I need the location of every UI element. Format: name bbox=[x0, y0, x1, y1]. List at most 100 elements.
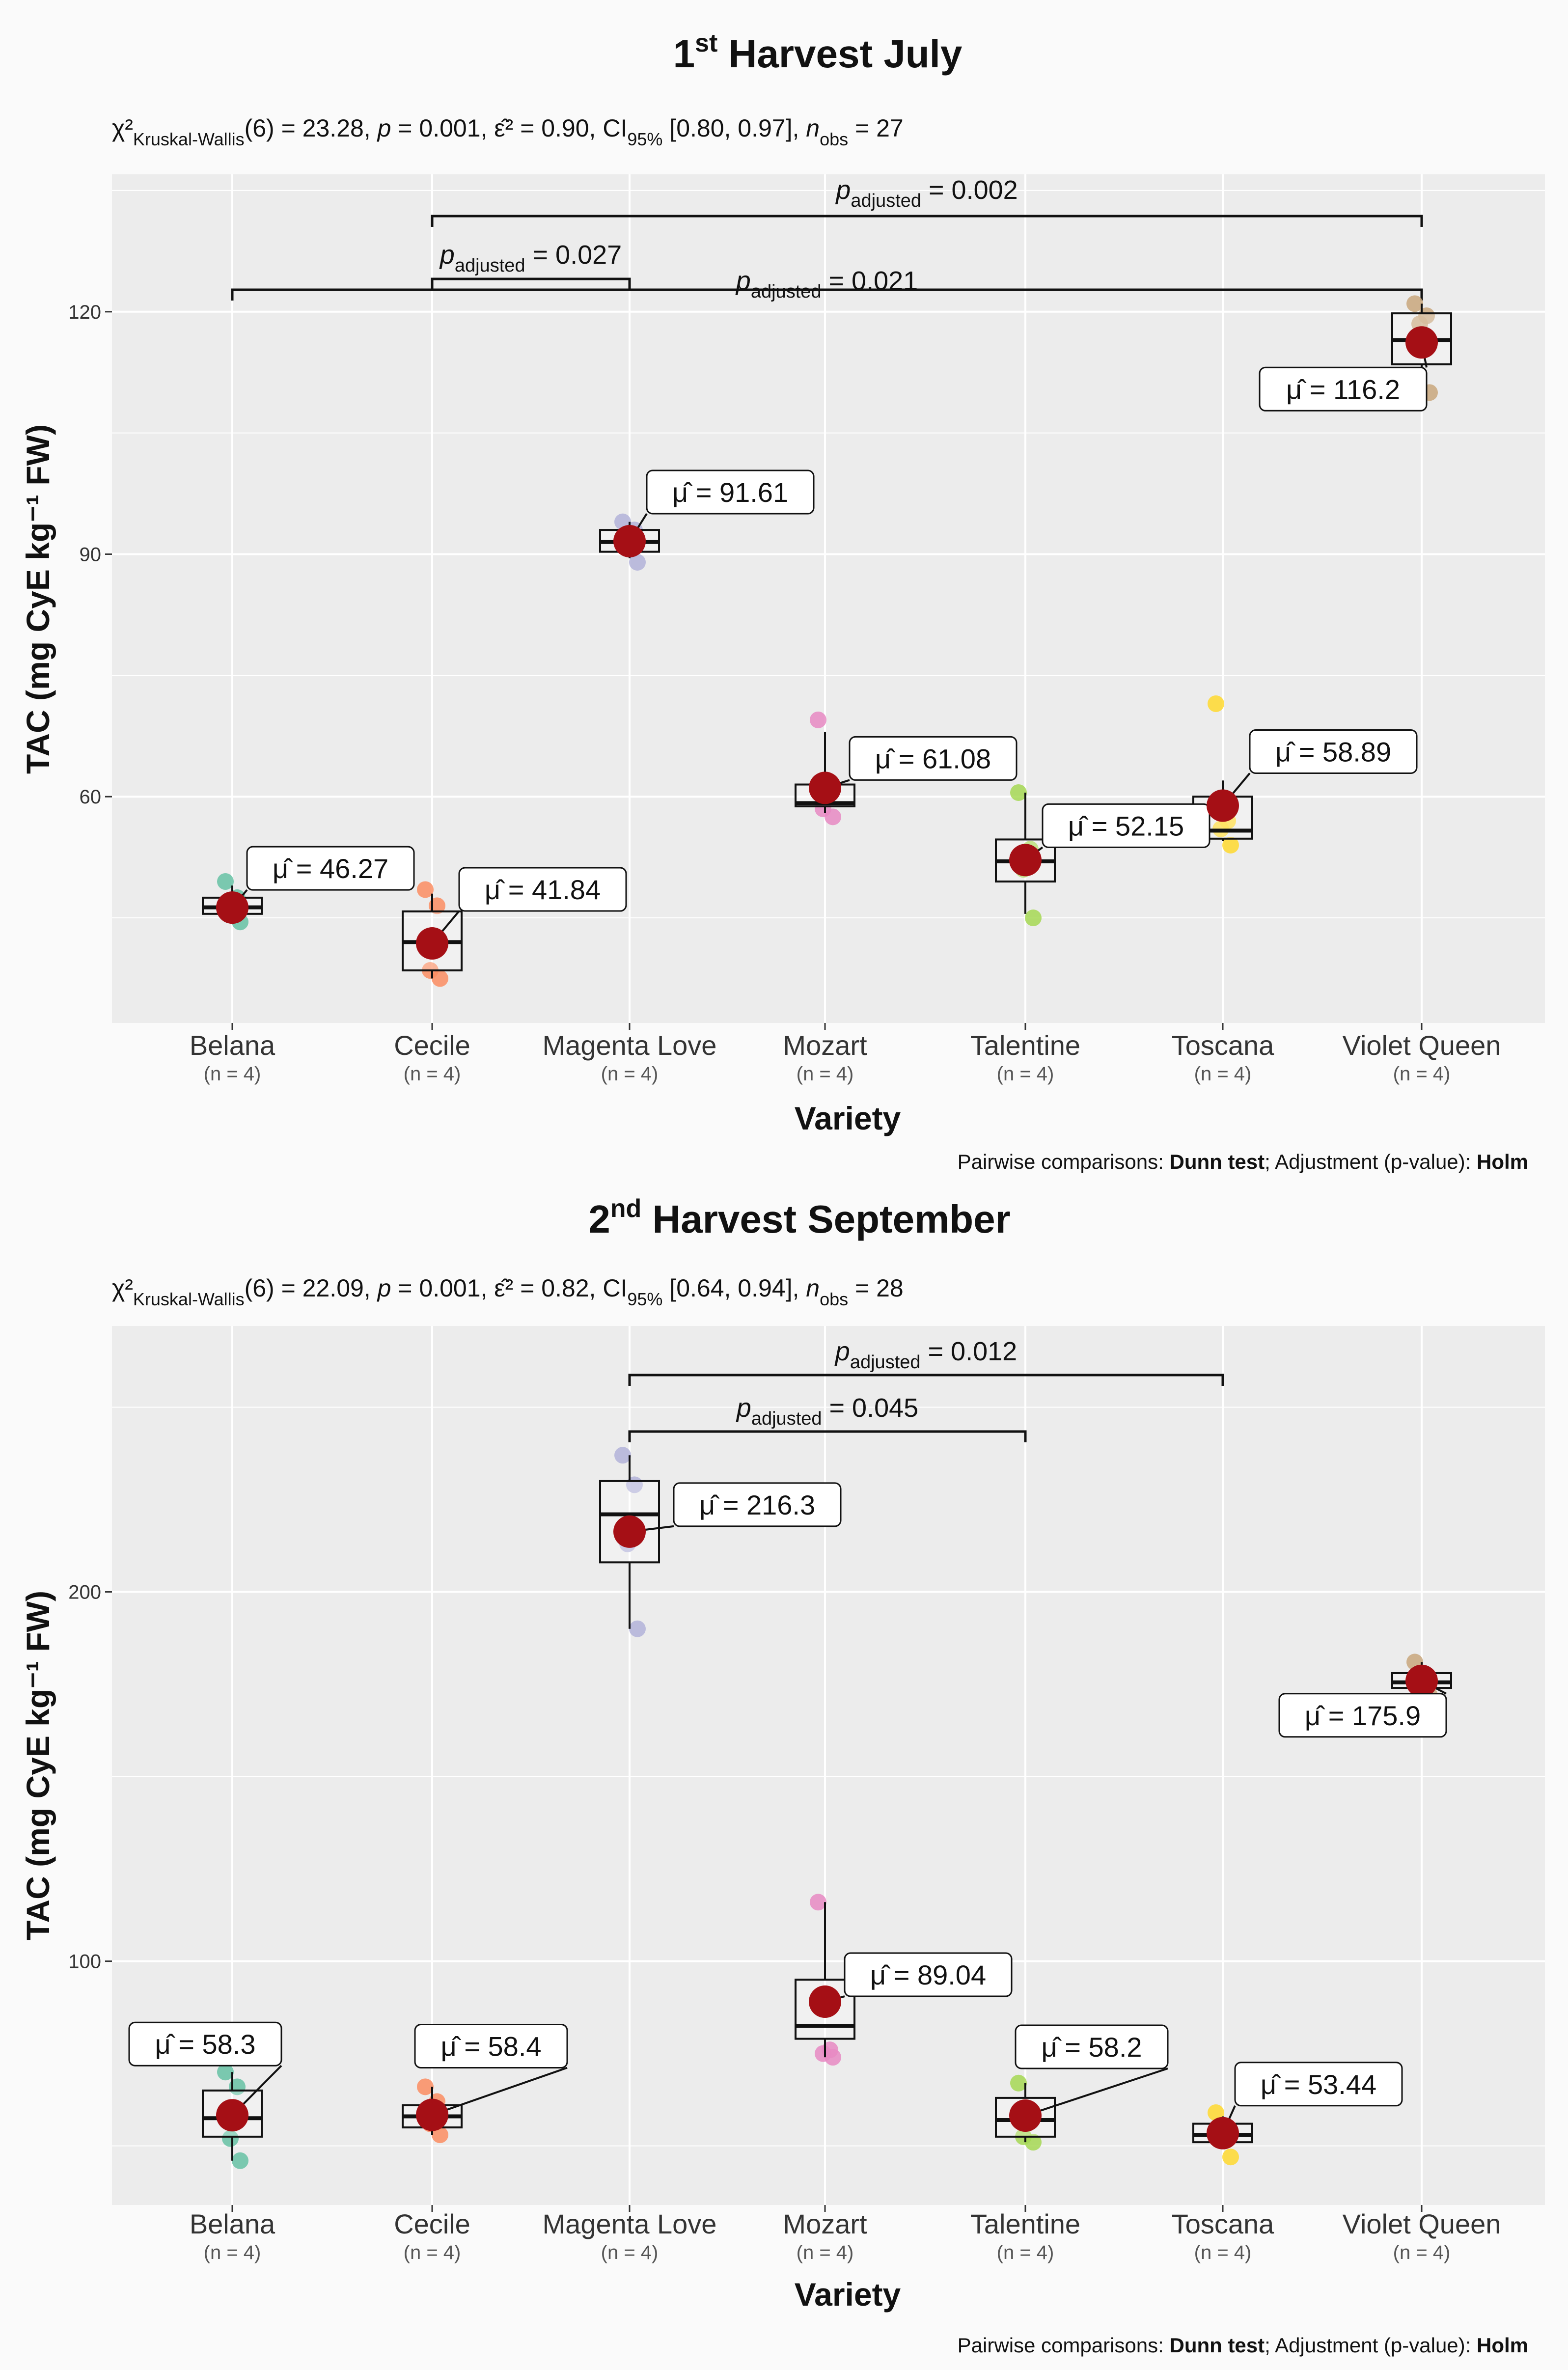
mean-label-box bbox=[1234, 2062, 1403, 2107]
y-axis-ticks: 60 90 120 bbox=[68, 302, 112, 808]
sample-size-label: (n = 4) bbox=[997, 2242, 1054, 2263]
x-tick-label: Mozart bbox=[783, 2208, 867, 2239]
mean-marker bbox=[1009, 2099, 1042, 2132]
sample-size-label: (n = 4) bbox=[797, 2242, 854, 2263]
comparison-p-value: padjusted = 0.002 bbox=[835, 175, 1018, 211]
sample-size-label: (n = 4) bbox=[404, 1063, 461, 1085]
x-tick-label: Magenta Love bbox=[543, 2208, 717, 2239]
mean-label-box bbox=[1042, 803, 1210, 848]
data-point bbox=[1010, 784, 1027, 801]
y-tick-label: 60 bbox=[80, 786, 102, 808]
pairwise-comparisons: padjusted = 0.002 padjusted = 0.027 padjus… bbox=[231, 175, 1423, 302]
mean-label-box bbox=[458, 867, 627, 912]
x-axis-categories: Belana(n = 4)Cecile(n = 4)Magenta Love(n… bbox=[190, 1023, 1501, 1085]
data-point bbox=[614, 1447, 631, 1464]
data-point bbox=[1222, 836, 1239, 854]
mean-label: μ̂ = 216.3 bbox=[699, 1489, 815, 1520]
plot-area bbox=[112, 174, 1545, 1023]
y-tick-label: 200 bbox=[68, 1582, 101, 1603]
sample-size-label: (n = 4) bbox=[1194, 2242, 1252, 2263]
sample-size-label: (n = 4) bbox=[204, 1063, 261, 1085]
data-point bbox=[825, 2049, 841, 2066]
mean-marker bbox=[809, 1985, 841, 2018]
y-axis-ticks: 100 200 bbox=[68, 1582, 112, 1973]
mean-markers: μ̂ = 58.3 μ̂ = 58.4 μ̂ = 216.3 μ̂ = 89.04 μ̂… bbox=[128, 1482, 1447, 2150]
mean-label-box bbox=[849, 736, 1018, 781]
comparison-bracket bbox=[431, 215, 1423, 227]
y-axis-label: TAC (mg CyE kg⁻¹ FW) bbox=[20, 1591, 56, 1940]
data-point bbox=[222, 2130, 239, 2147]
panel-2nd-harvest: 2nd Harvest September χ²Kruskal-Wallis(6… bbox=[20, 1194, 1545, 2357]
mean-label-box bbox=[646, 469, 815, 515]
data-point bbox=[1208, 695, 1224, 712]
mean-label: μ̂ = 116.2 bbox=[1286, 374, 1400, 405]
mean-marker bbox=[216, 891, 248, 924]
sample-size-label: (n = 4) bbox=[601, 1063, 659, 1085]
data-point bbox=[217, 2064, 234, 2081]
data-point bbox=[810, 1894, 826, 1911]
pairwise-comparisons: padjusted = 0.012 padjusted = 0.045 bbox=[628, 1337, 1224, 1442]
comparison-p-value: padjusted = 0.021 bbox=[735, 266, 918, 302]
data-point bbox=[1025, 909, 1042, 927]
comparison-p-value: padjusted = 0.012 bbox=[834, 1337, 1017, 1373]
mean-marker bbox=[613, 524, 646, 557]
comparison-p-value: padjusted = 0.045 bbox=[736, 1393, 918, 1429]
mean-label: μ̂ = 175.9 bbox=[1305, 1700, 1421, 1731]
x-tick-label: Toscana bbox=[1172, 1030, 1274, 1061]
mean-label-box bbox=[1259, 366, 1428, 412]
mean-marker bbox=[809, 772, 841, 804]
mean-marker bbox=[416, 927, 448, 960]
mean-marker bbox=[613, 1515, 646, 1548]
x-tick-label: Mozart bbox=[783, 1030, 867, 1061]
x-tick-label: Cecile bbox=[394, 2208, 470, 2239]
panel-title: 1st Harvest July bbox=[673, 29, 963, 76]
mean-marker bbox=[1207, 789, 1239, 822]
y-tick-label: 120 bbox=[68, 302, 101, 323]
x-tick-label: Violet Queen bbox=[1343, 1030, 1501, 1061]
mean-label: μ̂ = 46.27 bbox=[273, 853, 388, 884]
mean-label-box bbox=[246, 846, 415, 891]
y-tick-label: 100 bbox=[68, 1951, 101, 1973]
mean-label-box bbox=[1249, 729, 1418, 774]
data-point bbox=[629, 553, 646, 571]
sample-size-label: (n = 4) bbox=[404, 2242, 461, 2263]
mean-marker bbox=[1405, 1664, 1438, 1697]
mean-markers: μ̂ = 46.27 μ̂ = 41.84 μ̂ = 91.61 μ̂ = 61.08… bbox=[216, 326, 1438, 960]
sample-size-label: (n = 4) bbox=[797, 1063, 854, 1085]
mean-label: μ̂ = 58.4 bbox=[440, 2031, 541, 2062]
y-tick-label: 90 bbox=[80, 544, 102, 565]
x-tick-label: Belana bbox=[190, 1030, 275, 1061]
mean-label: μ̂ = 58.89 bbox=[1275, 736, 1391, 767]
mean-label: μ̂ = 53.44 bbox=[1261, 2069, 1376, 2100]
data-point bbox=[417, 881, 434, 898]
mean-marker bbox=[416, 2098, 448, 2131]
mean-label-box bbox=[1278, 1693, 1447, 1738]
data-point bbox=[1406, 295, 1423, 312]
x-tick-label: Talentine bbox=[970, 1030, 1080, 1061]
sample-size-label: (n = 4) bbox=[601, 2242, 659, 2263]
data-point bbox=[629, 1620, 646, 1637]
data-point bbox=[1208, 2104, 1224, 2121]
x-axis-label: Variety bbox=[795, 1100, 901, 1136]
x-tick-label: Toscana bbox=[1172, 2208, 1274, 2239]
data-point bbox=[1222, 2149, 1239, 2166]
mean-label-box bbox=[1015, 2024, 1169, 2069]
x-tick-label: Magenta Love bbox=[543, 1030, 717, 1061]
panel-title: 2nd Harvest September bbox=[588, 1194, 1010, 1241]
mean-marker bbox=[1405, 326, 1438, 359]
sample-size-label: (n = 4) bbox=[1194, 1063, 1252, 1085]
x-tick-label: Violet Queen bbox=[1343, 2208, 1501, 2239]
comparison-bracket bbox=[628, 1430, 1027, 1442]
data-point bbox=[432, 970, 448, 987]
data-point bbox=[1025, 2134, 1042, 2151]
x-tick-label: Talentine bbox=[970, 2208, 1080, 2239]
comparison-bracket bbox=[431, 277, 631, 290]
data-point bbox=[1010, 2074, 1027, 2092]
x-tick-label: Cecile bbox=[394, 1030, 470, 1061]
mean-label-box bbox=[844, 1952, 1013, 1997]
mean-marker bbox=[1009, 844, 1042, 877]
x-tick-label: Belana bbox=[190, 2208, 275, 2239]
mean-marker bbox=[216, 2099, 248, 2132]
panel-subtitle: χ²Kruskal-Wallis(6) = 22.09, p = 0.001, … bbox=[112, 1274, 904, 1309]
